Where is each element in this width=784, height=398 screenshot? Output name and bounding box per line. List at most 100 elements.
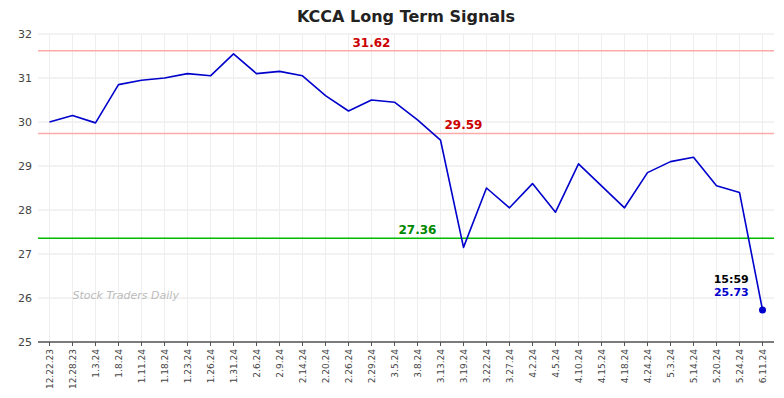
x-tick-label: 12.28.23 [68,349,78,389]
y-tick-label: 26 [18,292,32,305]
x-tick [601,342,602,346]
y-tick-label: 31 [18,72,32,85]
x-tick-label: 2.20.24 [321,349,331,384]
chart: KCCA Long Term Signals252627282930313212… [0,0,784,398]
x-tick-label: 6.11.24 [758,349,768,384]
grid-line-x [532,34,533,342]
x-tick [440,342,441,346]
grid-line-x [693,34,694,342]
x-tick [670,342,671,346]
x-tick [141,342,142,346]
y-tick-label: 28 [18,204,32,217]
x-tick [417,342,418,346]
grid-line-x [302,34,303,342]
x-tick [279,342,280,346]
horizontal-line [38,237,774,239]
grid-line-x [394,34,395,342]
x-tick [164,342,165,346]
grid-line-y [38,78,774,79]
x-tick [647,342,648,346]
x-tick-label: 3.27.24 [505,349,515,384]
x-tick [118,342,119,346]
y-tick-label: 29 [18,160,32,173]
grid-line-y [38,342,774,343]
x-tick [348,342,349,346]
watermark: Stock Traders Daily [73,289,180,302]
line-annotation: 29.59 [445,118,483,132]
x-tick [739,342,740,346]
grid-line-x [256,34,257,342]
x-tick [555,342,556,346]
x-tick-label: 1.26.24 [206,349,216,384]
grid-line-x [348,34,349,342]
end-label: 15:59 [714,273,749,286]
grid-line-x [210,34,211,342]
x-tick [371,342,372,346]
grid-line-y [38,254,774,255]
x-tick-label: 4.5.24 [551,349,561,378]
grid-line-x [578,34,579,342]
grid-line-x [601,34,602,342]
horizontal-line [38,50,774,52]
y-tick-label: 27 [18,248,32,261]
x-tick-label: 3.5.24 [390,349,400,378]
x-tick-label: 1.3.24 [91,349,101,378]
line-annotation: 27.36 [399,223,437,237]
x-tick [532,342,533,346]
x-tick [210,342,211,346]
x-tick [762,342,763,346]
x-tick [72,342,73,346]
x-tick [256,342,257,346]
x-tick [187,342,188,346]
x-tick [578,342,579,346]
x-tick-label: 2.14.24 [298,349,308,384]
grid-line-y [38,34,774,35]
x-tick-label: 1.18.24 [160,349,170,384]
x-tick [394,342,395,346]
x-tick-label: 5.3.24 [666,349,676,378]
grid-line-x [233,34,234,342]
x-axis-line [38,341,774,343]
x-tick-label: 3.22.24 [482,349,492,384]
y-tick-label: 32 [18,28,32,41]
grid-line-x [417,34,418,342]
title: KCCA Long Term Signals [297,7,515,26]
x-tick [509,342,510,346]
grid-line-x [279,34,280,342]
x-tick-label: 1.8.24 [114,349,124,378]
grid-line-x [371,34,372,342]
x-tick [95,342,96,346]
x-tick-label: 3.8.24 [413,349,423,378]
grid-line-x [463,34,464,342]
grid-line-x [325,34,326,342]
grid-line-x [762,34,763,342]
x-tick-label: 4.2.24 [528,349,538,378]
grid [38,34,774,342]
x-tick-label: 1.11.24 [137,349,147,384]
x-tick-label: 2.9.24 [275,349,285,378]
horizontal-line [38,133,774,135]
grid-line-x [187,34,188,342]
x-tick [624,342,625,346]
x-tick-label: 4.18.24 [620,349,630,384]
y-tick-label: 30 [18,116,32,129]
grid-line-y [38,210,774,211]
grid-line-x [670,34,671,342]
x-tick-label: 2.29.24 [367,349,377,384]
grid-line-y [38,122,774,123]
plot-area [38,51,774,314]
x-tick [49,342,50,346]
x-tick [325,342,326,346]
grid-line-x [555,34,556,342]
x-tick-label: 2.26.24 [344,349,354,384]
grid-line-x [49,34,50,342]
x-tick [486,342,487,346]
x-tick [233,342,234,346]
grid-line-x [440,34,441,342]
x-tick-label: 5.24.24 [735,349,745,384]
x-tick-label: 1.23.24 [183,349,193,384]
x-tick-label: 12.22.23 [45,349,55,389]
x-tick-label: 3.13.24 [436,349,446,384]
grid-line-x [509,34,510,342]
grid-line-x [624,34,625,342]
